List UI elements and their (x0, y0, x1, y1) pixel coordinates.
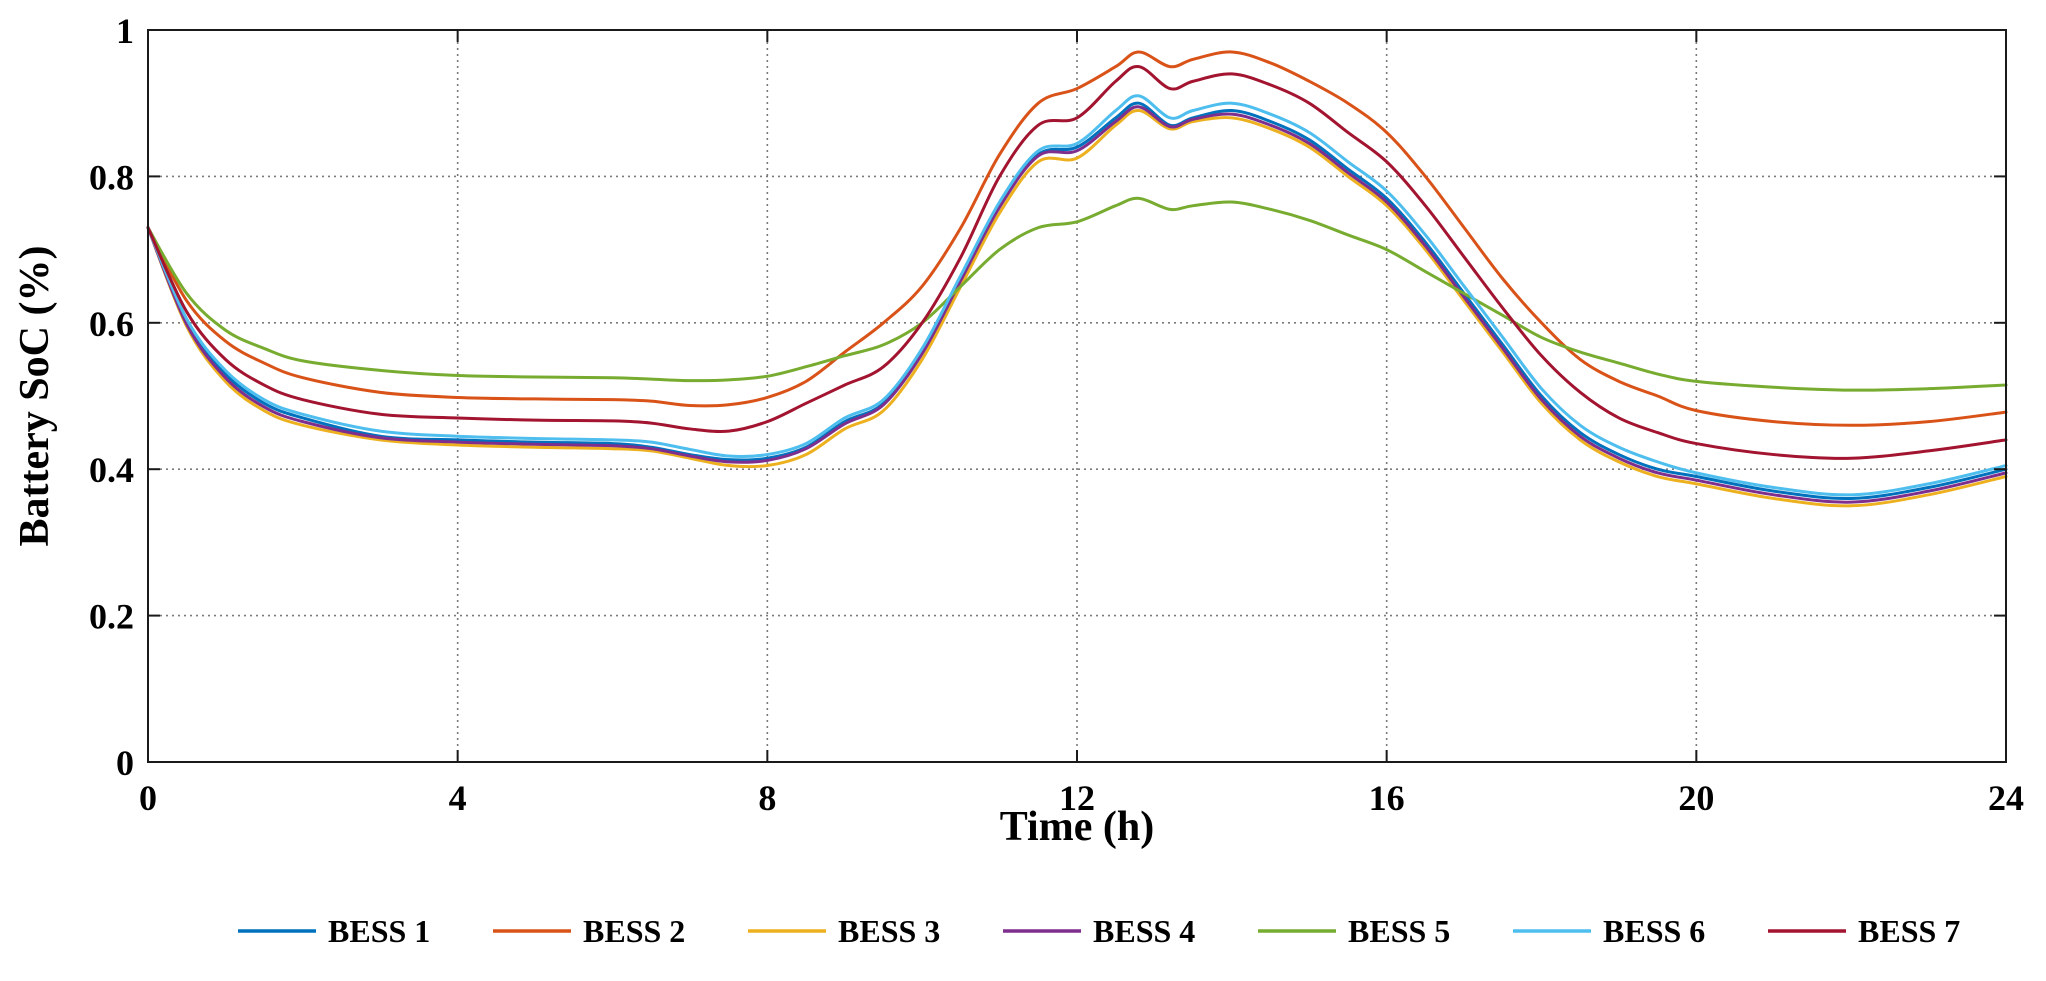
y-tick-label: 0.4 (89, 450, 134, 490)
series-line-bess-2 (146, 50, 2008, 427)
x-axis-title: Time (h) (1000, 804, 1154, 850)
y-tick-label: 0.8 (89, 157, 134, 197)
legend-label-bess-4: BESS 4 (1093, 913, 1195, 949)
x-tick-label: 12 (1059, 778, 1095, 818)
x-tick-label: 8 (758, 778, 776, 818)
series-line-bess-7 (146, 65, 2008, 460)
y-tick-label: 0 (116, 743, 134, 783)
x-axis-ticks: 0 4 8 12 16 20 24 (139, 30, 2024, 818)
legend-label-bess-6: BESS 6 (1603, 913, 1705, 949)
legend: BESS 1 BESS 2 BESS 3 BESS 4 BESS 5 BESS 6 BESS… (238, 913, 1960, 949)
legend-label-bess-1: BESS 1 (328, 913, 430, 949)
y-tick-label: 0.2 (89, 597, 134, 637)
y-tick-label: 0.6 (89, 304, 134, 344)
x-tick-label: 0 (139, 778, 157, 818)
series-line-bess-4 (146, 105, 2008, 504)
series-lines (146, 50, 2008, 508)
x-tick-label: 20 (1678, 778, 1714, 818)
x-tick-label: 16 (1369, 778, 1405, 818)
legend-label-bess-7: BESS 7 (1858, 913, 1960, 949)
legend-label-bess-3: BESS 3 (838, 913, 940, 949)
x-tick-label: 4 (449, 778, 467, 818)
legend-label-bess-2: BESS 2 (583, 913, 685, 949)
series-line-bess-1 (146, 101, 2008, 501)
series-line-bess-3 (146, 109, 2008, 508)
legend-label-bess-5: BESS 5 (1348, 913, 1450, 949)
series-line-bess-6 (146, 94, 2008, 497)
x-tick-label: 24 (1988, 778, 2024, 818)
y-axis-ticks: 0 0.2 0.4 0.6 0.8 1 (89, 11, 2006, 783)
series-line-bess-5 (146, 196, 2008, 392)
y-tick-label: 1 (116, 11, 134, 51)
y-axis-title: Battery SoC (%) (12, 246, 58, 547)
